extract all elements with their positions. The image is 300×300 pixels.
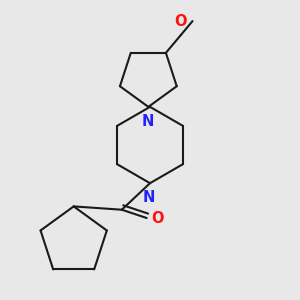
Text: N: N <box>141 113 154 128</box>
Text: O: O <box>151 211 164 226</box>
Text: N: N <box>142 190 154 206</box>
Text: O: O <box>175 14 187 29</box>
